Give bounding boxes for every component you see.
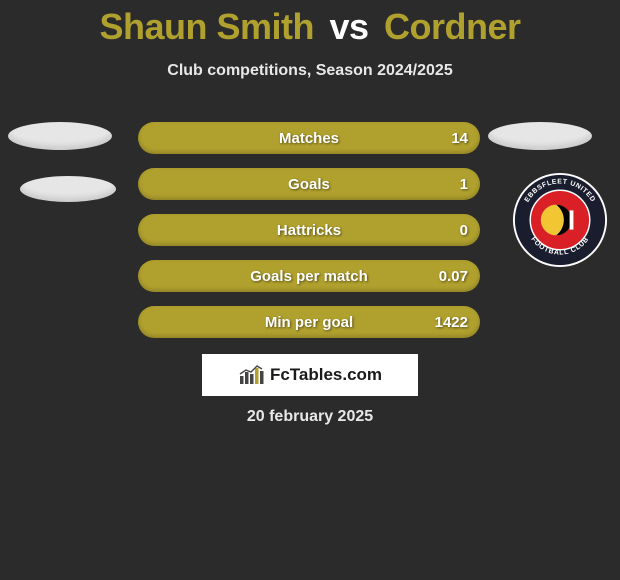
club-badge: EBBSFLEET UNITED FOOTBALL CLUB: [512, 172, 608, 268]
stat-bar: Goals 1: [138, 168, 480, 200]
brand-text: FcTables.com: [270, 365, 382, 385]
stat-value: 14: [451, 130, 468, 147]
stat-label: Hattricks: [277, 222, 341, 239]
badge-stripe: [570, 210, 574, 229]
stat-label: Goals: [288, 176, 330, 193]
player2-name: Cordner: [384, 6, 521, 47]
date-text: 20 february 2025: [0, 408, 620, 426]
vs-text: vs: [329, 6, 368, 47]
stat-value: 0.07: [439, 268, 468, 285]
stat-label: Goals per match: [250, 268, 368, 285]
stat-bar: Goals per match 0.07: [138, 260, 480, 292]
placeholder-ellipse: [20, 176, 116, 202]
stat-bar: Matches 14: [138, 122, 480, 154]
stat-bar: Min per goal 1422: [138, 306, 480, 338]
brand-chart-icon: [238, 364, 266, 386]
stat-value: 0: [460, 222, 468, 239]
left-placeholder-group: [8, 122, 118, 228]
player1-name: Shaun Smith: [99, 6, 314, 47]
stat-label: Min per goal: [265, 314, 353, 331]
stat-label: Matches: [279, 130, 339, 147]
right-placeholder-ellipse: [488, 122, 592, 150]
stat-value: 1: [460, 176, 468, 193]
subtitle: Club competitions, Season 2024/2025: [0, 62, 620, 80]
club-badge-svg: EBBSFLEET UNITED FOOTBALL CLUB: [512, 172, 608, 268]
placeholder-ellipse: [8, 122, 112, 150]
brand-box: FcTables.com: [202, 354, 418, 396]
stat-value: 1422: [435, 314, 468, 331]
stat-bars: Matches 14 Goals 1 Hattricks 0 Goals per…: [138, 122, 480, 352]
comparison-title: Shaun Smith vs Cordner: [0, 0, 620, 48]
stat-bar: Hattricks 0: [138, 214, 480, 246]
